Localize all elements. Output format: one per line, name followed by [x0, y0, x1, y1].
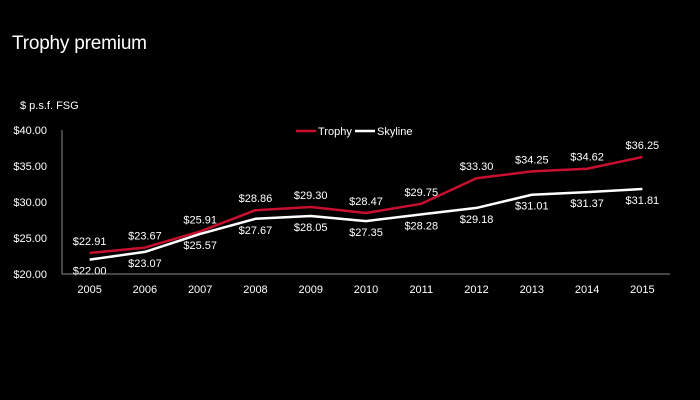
data-label-trophy: $28.47: [349, 196, 383, 208]
x-tick-label: 2009: [298, 284, 322, 296]
data-labels: $22.91 $23.67 $25.91 $28.86 $29.30 $28.47 $29.…: [73, 140, 659, 278]
data-label-skyline: $23.07: [128, 258, 162, 270]
x-tick-label: 2008: [243, 284, 267, 296]
x-tick-label: 2013: [520, 284, 544, 296]
data-label-trophy: $34.25: [515, 154, 549, 166]
y-tick-label: $35.00: [13, 161, 47, 173]
legend: Trophy Skyline: [296, 126, 412, 138]
chart-title: Trophy premium: [12, 33, 147, 54]
y-tick-label: $25.00: [13, 233, 47, 245]
data-label-trophy: $25.91: [183, 214, 217, 226]
x-tick-labels: 2005 2006 2007 2008 2009 2010 2011 2012 2013 2014…: [77, 284, 654, 296]
x-tick-label: 2007: [188, 284, 212, 296]
x-tick-label: 2010: [354, 284, 378, 296]
legend-label-skyline: Skyline: [377, 126, 412, 138]
y-tick-labels: $20.00 $25.00 $30.00 $35.00 $40.00: [13, 125, 47, 281]
data-label-skyline: $31.37: [570, 198, 604, 210]
data-label-trophy: $33.30: [460, 161, 494, 173]
x-tick-label: 2006: [133, 284, 157, 296]
x-tick-label: 2015: [630, 284, 654, 296]
data-label-skyline: $31.81: [626, 195, 660, 207]
x-tick-label: 2011: [409, 284, 433, 296]
y-tick-label: $20.00: [13, 269, 47, 281]
data-label-skyline: $29.18: [460, 214, 494, 226]
y-tick-label: $30.00: [13, 197, 47, 209]
x-tick-label: 2012: [464, 284, 488, 296]
x-tick-label: 2005: [77, 284, 101, 296]
data-label-skyline: $28.05: [294, 222, 328, 234]
data-label-trophy: $29.30: [294, 190, 328, 202]
data-label-trophy: $23.67: [128, 231, 162, 243]
x-tick-label: 2014: [575, 284, 599, 296]
data-label-skyline: $22.00: [73, 266, 107, 278]
axes: [61, 130, 670, 275]
data-label-skyline: $27.67: [239, 225, 273, 237]
y-axis-label: $ p.s.f. FSG: [20, 100, 79, 112]
data-label-trophy: $22.91: [73, 236, 107, 248]
series-lines: [89, 155, 643, 261]
data-label-trophy: $28.86: [239, 193, 273, 205]
data-label-skyline: $27.35: [349, 227, 383, 239]
data-label-trophy: $29.75: [404, 187, 438, 199]
legend-label-trophy: Trophy: [318, 126, 352, 138]
data-label-trophy: $34.62: [570, 152, 604, 164]
data-label-skyline: $31.01: [515, 201, 549, 213]
y-tick-label: $40.00: [13, 125, 47, 137]
data-label-skyline: $28.28: [404, 220, 438, 232]
data-label-skyline: $25.57: [183, 240, 217, 252]
data-label-trophy: $36.25: [626, 140, 660, 152]
